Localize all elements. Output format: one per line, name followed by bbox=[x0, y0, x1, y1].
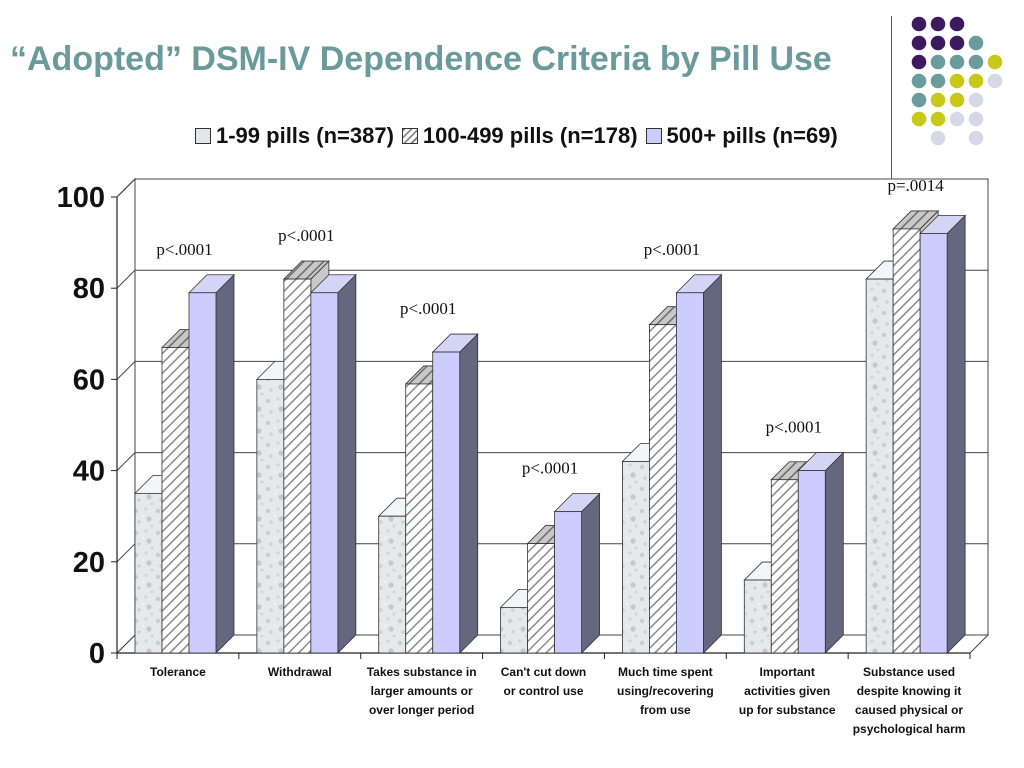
decor-dot bbox=[968, 54, 984, 70]
bar-500-plus-pills bbox=[309, 273, 357, 654]
decor-dot bbox=[968, 35, 984, 51]
p-value-annotation: p<.0001 bbox=[400, 299, 456, 318]
p-value-annotation: p<.0001 bbox=[644, 240, 700, 259]
legend-item-1-99-pills: 1-99 pills (n=387) bbox=[195, 123, 394, 149]
chart-left-wall bbox=[116, 177, 136, 655]
decor-dot bbox=[949, 35, 965, 51]
decor-dot bbox=[911, 73, 927, 89]
legend-swatch-hatched bbox=[401, 128, 418, 144]
legend-item-100-499-pills: 100-499 pills (n=178) bbox=[401, 123, 638, 149]
bar-side bbox=[946, 214, 966, 654]
decorative-dot-grid bbox=[911, 16, 1003, 146]
p-value-annotation: p<.0001 bbox=[766, 418, 822, 437]
bar-front bbox=[378, 515, 407, 654]
bar-front bbox=[283, 278, 312, 654]
p-value-annotation: p<.0001 bbox=[278, 226, 334, 245]
bar-500-plus-pills bbox=[553, 492, 601, 654]
bar-front bbox=[622, 461, 650, 654]
bar-side bbox=[703, 273, 722, 654]
decor-dot bbox=[930, 16, 946, 32]
bar-front bbox=[649, 324, 677, 654]
y-tick-label: 20 bbox=[73, 547, 105, 579]
decor-dot bbox=[949, 54, 965, 70]
y-tick-label: 60 bbox=[73, 364, 105, 396]
legend-swatch-lavender bbox=[645, 128, 662, 144]
bar-front bbox=[770, 479, 799, 654]
decor-dot bbox=[911, 92, 927, 108]
decor-dot bbox=[930, 92, 946, 108]
bar-side bbox=[459, 333, 479, 654]
bar-front bbox=[310, 292, 339, 654]
p-value-annotation: p<.0001 bbox=[522, 459, 578, 478]
decor-dot bbox=[911, 111, 927, 127]
slide-title: “Adopted” DSM-IV Dependence Criteria by … bbox=[10, 40, 832, 78]
legend-label: 1-99 pills (n=387) bbox=[216, 123, 394, 148]
bar-front bbox=[743, 579, 772, 654]
decor-dot bbox=[911, 16, 927, 32]
decor-dot bbox=[949, 16, 965, 32]
bar-front bbox=[161, 347, 190, 654]
gridline-side bbox=[116, 361, 136, 380]
bar-500-plus-pills bbox=[919, 214, 967, 654]
legend-label: 500+ pills (n=69) bbox=[666, 123, 838, 148]
bar-front bbox=[676, 292, 704, 654]
decor-dot bbox=[987, 54, 1003, 70]
gridline-side bbox=[116, 269, 136, 289]
decor-dot bbox=[968, 111, 984, 127]
decorative-divider-line bbox=[891, 16, 892, 196]
y-tick-label: 100 bbox=[57, 182, 105, 214]
bar-front bbox=[865, 278, 894, 654]
decor-dot bbox=[911, 35, 927, 51]
bar-front bbox=[919, 233, 948, 654]
decor-dot bbox=[949, 73, 965, 89]
bar-500-plus-pills bbox=[675, 273, 723, 654]
bar-front bbox=[554, 511, 582, 654]
decor-dot bbox=[949, 111, 965, 127]
y-tick-label: 0 bbox=[89, 638, 105, 670]
bar-front bbox=[797, 470, 826, 654]
bar-front bbox=[432, 351, 461, 654]
decor-dot bbox=[968, 130, 984, 146]
gridline-side bbox=[116, 452, 136, 471]
bar-front bbox=[134, 492, 163, 654]
decor-dot bbox=[911, 54, 927, 70]
y-tick-label: 40 bbox=[73, 456, 105, 488]
decor-dot bbox=[930, 73, 946, 89]
decor-dot bbox=[987, 73, 1003, 89]
bar-side bbox=[215, 273, 235, 654]
bar-front bbox=[892, 228, 921, 654]
gridline-side bbox=[116, 178, 136, 198]
decor-dot bbox=[930, 35, 946, 51]
decor-dot bbox=[968, 73, 984, 89]
p-value-annotation: p=.0014 bbox=[887, 176, 944, 195]
decor-dot bbox=[930, 130, 946, 146]
bar-500-plus-pills bbox=[188, 273, 235, 654]
bar-front bbox=[527, 543, 555, 654]
chart-legend: 1-99 pills (n=387) 100-499 pills (n=178)… bbox=[195, 123, 846, 149]
p-value-annotation: p<.0001 bbox=[156, 240, 212, 259]
decor-dot bbox=[930, 54, 946, 70]
decor-dot bbox=[930, 111, 946, 127]
bar-500-plus-pills bbox=[431, 333, 479, 654]
legend-swatch-speckled bbox=[195, 128, 211, 144]
bar-front bbox=[256, 378, 285, 654]
decor-dot bbox=[968, 92, 984, 108]
bar-front bbox=[405, 383, 434, 654]
gridline-side bbox=[116, 543, 136, 563]
plot-area: 0 20 40 60 80 100 p<.0001 p<.0001 p<.0001 p<.0001… bbox=[57, 176, 990, 670]
bar-side bbox=[581, 492, 600, 654]
decor-dot bbox=[949, 92, 965, 108]
y-tick-label: 80 bbox=[73, 273, 105, 305]
legend-label: 100-499 pills (n=178) bbox=[422, 123, 638, 148]
bar-side bbox=[337, 273, 357, 654]
bar-front bbox=[188, 292, 217, 654]
bar-500-plus-pills bbox=[797, 451, 845, 654]
bar-side bbox=[824, 451, 844, 654]
bar-front bbox=[500, 607, 528, 654]
legend-item-500-plus-pills: 500+ pills (n=69) bbox=[645, 123, 838, 149]
